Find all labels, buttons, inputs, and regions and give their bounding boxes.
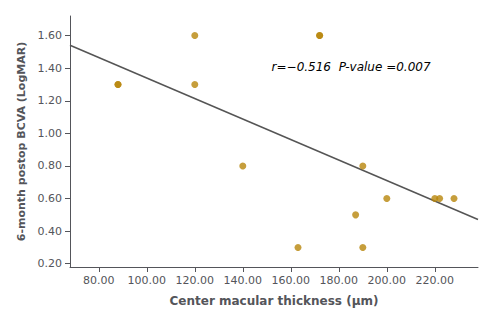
svg-text:140.00: 140.00 [224,274,262,287]
svg-text:0.20: 0.20 [38,257,63,270]
svg-text:120.00: 120.00 [176,274,215,287]
svg-text:Center macular thickness (μm): Center macular thickness (μm) [170,294,379,308]
svg-text:200.00: 200.00 [368,274,407,287]
svg-text:6-month postop BCVA (LogMAR): 6-month postop BCVA (LogMAR) [15,42,28,241]
svg-text:1.00: 1.00 [38,127,63,140]
svg-text:220.00: 220.00 [416,274,455,287]
svg-text:0.40: 0.40 [38,225,63,238]
svg-text:0.60: 0.60 [38,192,63,205]
svg-text:100.00: 100.00 [128,274,167,287]
svg-text:1.40: 1.40 [38,62,63,75]
svg-text:1.20: 1.20 [38,94,63,107]
svg-text:180.00: 180.00 [320,274,359,287]
svg-text:r=−0.516 P-value =0.007: r=−0.516 P-value =0.007 [272,60,431,74]
svg-text:160.00: 160.00 [272,274,311,287]
svg-text:0.80: 0.80 [38,159,63,172]
svg-text:80.00: 80.00 [83,274,115,287]
svg-text:1.60: 1.60 [38,29,63,42]
